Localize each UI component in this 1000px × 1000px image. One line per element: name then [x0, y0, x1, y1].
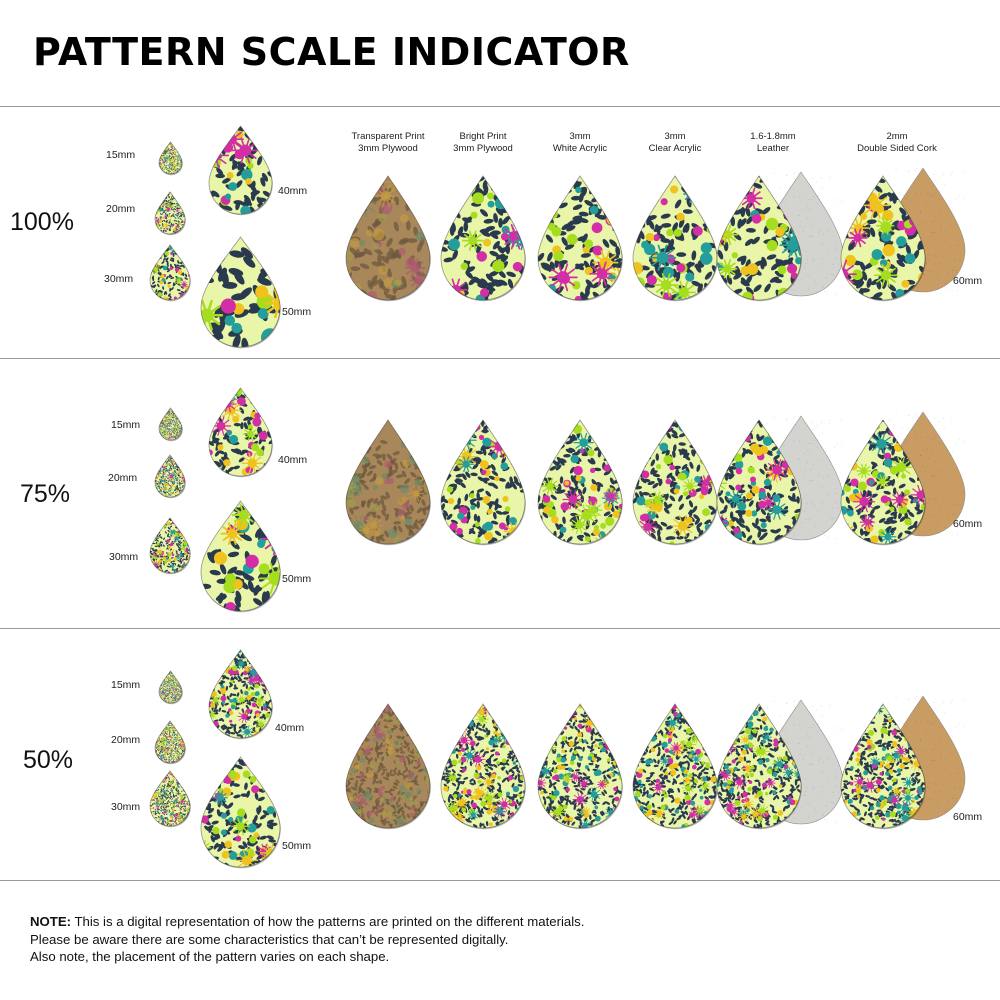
size-swatch — [208, 649, 273, 740]
material-sample — [537, 703, 623, 830]
size-label: 20mm — [108, 472, 138, 484]
size-label: 30mm — [104, 273, 134, 285]
scale-label: 50% — [23, 746, 74, 774]
material-sample — [716, 419, 802, 546]
size-swatch — [149, 516, 191, 574]
size-swatch — [200, 236, 281, 349]
size-swatch — [154, 454, 186, 499]
scale-label: 75% — [20, 480, 71, 508]
size-label: 60mm — [953, 275, 983, 287]
note-line-2: Please be aware there are some character… — [30, 931, 509, 947]
material-sample — [537, 419, 623, 546]
material-sample — [345, 419, 431, 546]
material-header-line2: Double Sided Cork — [857, 143, 937, 154]
divider — [0, 358, 1000, 359]
material-sample — [440, 419, 526, 546]
material-sample — [345, 175, 431, 302]
size-swatch — [200, 756, 281, 869]
material-sample — [537, 175, 623, 302]
size-label: 50mm — [282, 306, 312, 318]
size-label: 15mm — [111, 679, 141, 691]
material-header-line2: White Acrylic — [552, 143, 608, 154]
size-swatch — [149, 243, 191, 301]
divider — [0, 628, 1000, 629]
size-swatch — [208, 125, 273, 216]
size-label: 40mm — [278, 185, 308, 197]
material-sample — [716, 703, 802, 830]
size-label: 60mm — [953, 811, 983, 823]
material-sample — [716, 175, 802, 302]
size-label: 60mm — [953, 518, 983, 530]
material-sample — [632, 175, 718, 302]
material-header-line1: Transparent Print — [351, 131, 425, 142]
material-sample — [840, 703, 926, 830]
size-label: 30mm — [111, 801, 141, 813]
note-text-1: This is a digital representation of how … — [71, 914, 585, 929]
material-header-line2: Leather — [756, 143, 790, 154]
material-header-line2: Clear Acrylic — [648, 143, 702, 154]
size-swatch — [158, 141, 183, 176]
size-swatch — [208, 387, 273, 478]
note-label: NOTE: — [30, 914, 72, 929]
material-header: 2mm Double Sided Cork — [832, 131, 962, 155]
size-swatch — [158, 670, 183, 705]
note-line-1: NOTE: This is a digital representation o… — [30, 913, 584, 931]
material-header: 3mm White Acrylic — [515, 131, 645, 155]
material-header-line1: Bright Print — [459, 131, 507, 142]
divider — [0, 880, 1000, 881]
note-block: NOTE: This is a digital representation o… — [30, 913, 584, 966]
material-header-line2: 3mm Plywood — [358, 143, 418, 154]
divider — [0, 106, 1000, 107]
material-header: 3mm Clear Acrylic — [610, 131, 740, 155]
size-label: 30mm — [109, 551, 139, 563]
material-sample — [440, 703, 526, 830]
size-label: 20mm — [106, 203, 136, 215]
material-header-line1: 3mm — [664, 131, 686, 142]
note-line-3: Also note, the placement of the pattern … — [30, 949, 390, 964]
size-swatch — [154, 191, 186, 236]
size-label: 15mm — [106, 149, 136, 161]
material-sample — [632, 703, 718, 830]
size-label: 20mm — [111, 734, 141, 746]
size-swatch — [149, 769, 191, 827]
size-label: 40mm — [278, 454, 308, 466]
material-header: Bright Print 3mm Plywood — [418, 131, 548, 155]
size-label: 15mm — [111, 419, 141, 431]
material-sample — [840, 419, 926, 546]
size-label: 50mm — [282, 573, 312, 585]
size-swatch — [154, 720, 186, 765]
scale-label: 100% — [10, 208, 74, 236]
material-sample — [632, 419, 718, 546]
material-sample — [440, 175, 526, 302]
size-label: 50mm — [282, 840, 312, 852]
size-swatch — [158, 407, 183, 442]
material-header-line1: 1.6-1.8mm — [750, 131, 796, 142]
material-header: 1.6-1.8mm Leather — [708, 131, 838, 155]
material-header: Transparent Print 3mm Plywood — [323, 131, 453, 155]
material-header-line1: 3mm — [569, 131, 591, 142]
size-label: 40mm — [275, 722, 305, 734]
size-swatch — [200, 500, 281, 613]
material-sample — [345, 703, 431, 830]
material-sample — [840, 175, 926, 302]
material-header-line2: 3mm Plywood — [453, 143, 513, 154]
material-header-line1: 2mm — [886, 131, 908, 142]
page-title: PATTERN SCALE INDICATOR — [33, 30, 630, 74]
